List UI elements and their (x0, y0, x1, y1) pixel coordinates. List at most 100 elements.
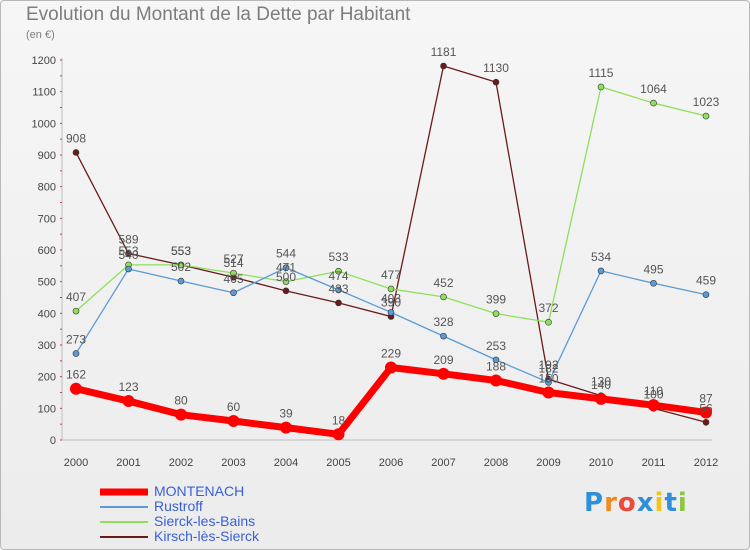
data-point (227, 415, 240, 427)
data-label: 399 (486, 293, 506, 307)
legend-swatch (100, 488, 148, 495)
y-tick-label: 200 (38, 372, 56, 384)
data-point (72, 350, 80, 357)
data-label: 60 (227, 400, 241, 414)
data-label: 130 (591, 375, 611, 389)
data-point (332, 428, 345, 441)
data-point (282, 264, 290, 272)
data-label: 553 (171, 244, 191, 258)
data-point (125, 265, 132, 273)
logo-letter: P (584, 488, 605, 518)
data-label: 140 (591, 378, 611, 392)
x-tick-label: 2007 (431, 457, 455, 469)
data-label: 407 (66, 290, 86, 304)
data-point (72, 149, 80, 156)
data-label: 1115 (589, 66, 614, 80)
data-point (177, 277, 185, 285)
data-label: 540 (118, 248, 138, 262)
data-point (440, 332, 447, 340)
legend-swatch (100, 505, 148, 508)
x-tick-label: 2005 (326, 457, 350, 469)
data-point (335, 286, 342, 294)
y-tick-label: 900 (38, 150, 56, 162)
data-label: 553 (171, 244, 191, 258)
y-tick-label: 800 (38, 182, 56, 194)
data-point (282, 278, 290, 285)
x-tick-label: 2002 (169, 457, 193, 469)
data-label: 110 (644, 384, 663, 398)
data-point (650, 99, 657, 107)
data-point (230, 289, 237, 297)
data-label: 229 (381, 346, 401, 360)
x-tick-label: 2006 (379, 457, 403, 469)
logo-letter: o (617, 488, 637, 518)
data-point (702, 112, 710, 120)
y-tick-label: 0 (50, 435, 56, 447)
data-point (122, 395, 135, 408)
data-point (545, 379, 552, 386)
data-point (387, 285, 395, 293)
data-label: 433 (328, 282, 348, 296)
data-label: 328 (433, 315, 453, 329)
data-label: 527 (223, 252, 243, 266)
data-label: 209 (433, 353, 453, 367)
data-label: 253 (486, 339, 506, 353)
data-label: 514 (223, 256, 243, 270)
data-point (387, 309, 395, 316)
data-label: 533 (328, 250, 348, 264)
data-label: 465 (223, 272, 243, 286)
data-label: 1023 (693, 95, 720, 109)
data-point (545, 318, 552, 326)
data-label: 123 (118, 380, 138, 394)
data-label: 18 (332, 413, 346, 427)
logo-letter: x (636, 488, 655, 518)
logo-letter: t (664, 488, 678, 518)
data-label: 192 (538, 358, 558, 372)
x-tick-label: 2012 (694, 457, 718, 469)
logo-letter: i (677, 488, 688, 518)
y-tick-label: 100 (38, 403, 56, 415)
data-label: 182 (538, 361, 558, 375)
data-label: 1181 (431, 45, 457, 59)
data-point (597, 267, 605, 275)
data-point (702, 418, 710, 426)
data-label: 589 (118, 232, 138, 246)
legend-swatch (100, 535, 148, 538)
data-point (335, 267, 342, 275)
y-tick-label: 1200 (32, 55, 56, 67)
data-label: 502 (171, 260, 191, 274)
legend-label: Sierck-les-Bains (154, 513, 256, 529)
data-point (542, 386, 555, 399)
data-point (702, 291, 710, 298)
y-tick-label: 400 (38, 308, 56, 320)
data-label: 56 (699, 401, 713, 415)
data-label: 459 (696, 274, 716, 288)
data-label: 452 (433, 276, 453, 290)
data-label: 1130 (483, 61, 509, 75)
data-point (490, 374, 502, 387)
x-tick-label: 2010 (589, 457, 613, 469)
data-point (492, 78, 500, 86)
data-label: 477 (381, 268, 401, 282)
data-label: 39 (279, 407, 293, 421)
data-point (177, 261, 185, 269)
data-point (280, 421, 292, 434)
data-point (595, 392, 607, 405)
data-label: 100 (643, 387, 663, 401)
y-tick-label: 700 (38, 213, 56, 225)
logo-letter: i (654, 488, 665, 518)
data-label: 372 (538, 301, 558, 315)
data-point (700, 406, 712, 419)
legend-item: Kirsch-lès-Sierck (100, 529, 259, 544)
data-label: 150 (538, 372, 558, 386)
data-label: 390 (381, 296, 401, 310)
data-label: 474 (328, 269, 348, 283)
data-point (70, 382, 82, 395)
x-tick-label: 2011 (642, 457, 666, 469)
data-label: 403 (381, 291, 401, 305)
data-point (492, 356, 500, 364)
data-point (335, 299, 342, 307)
data-label: 500 (276, 270, 296, 284)
data-point (175, 408, 187, 421)
